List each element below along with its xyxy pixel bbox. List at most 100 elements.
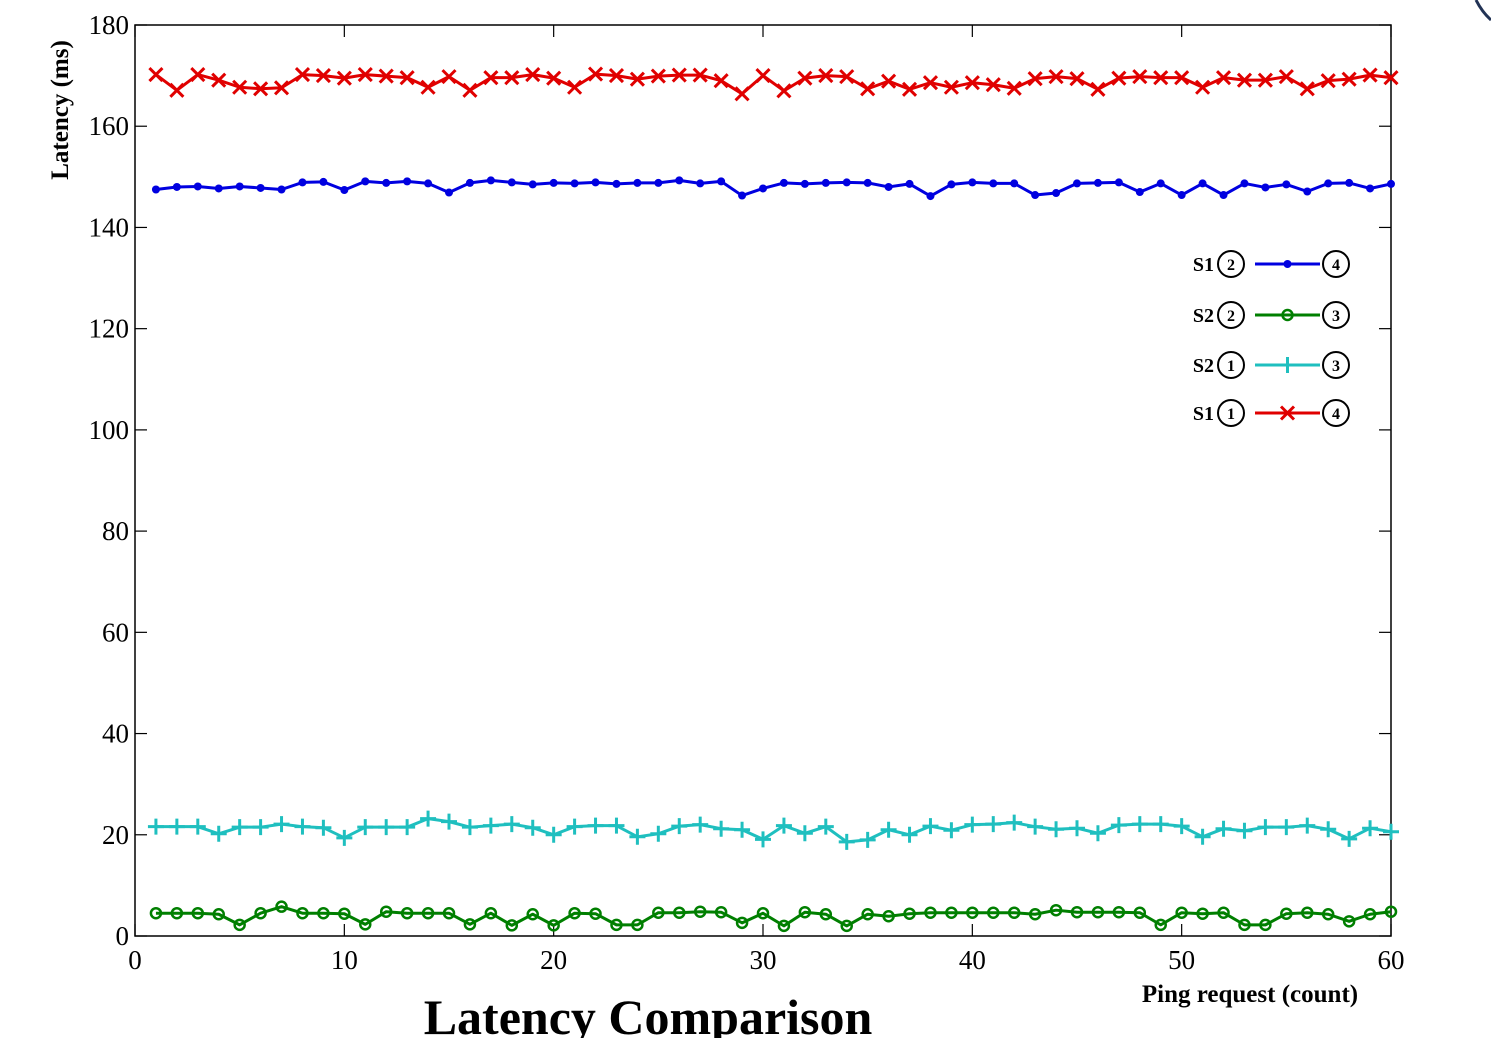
data-point: [1383, 70, 1399, 86]
data-point: [1112, 905, 1126, 919]
data-point: [671, 818, 688, 835]
data-point: [1027, 71, 1043, 87]
data-point: [1219, 191, 1228, 200]
data-point: [860, 81, 876, 97]
series-line: [155, 817, 1392, 844]
series-4: [148, 66, 1399, 102]
data-point: [214, 184, 223, 193]
data-point: [235, 182, 244, 191]
data-point: [966, 906, 979, 919]
data-point: [359, 918, 372, 931]
x-tick-label: 60: [1378, 945, 1405, 975]
y-tick-label: 40: [102, 719, 129, 749]
data-point: [964, 816, 981, 833]
data-point: [842, 178, 851, 187]
legend-switch-label: S1: [1193, 403, 1214, 425]
data-point: [545, 826, 562, 843]
data-point: [1049, 903, 1063, 917]
data-point: [357, 67, 373, 83]
data-point: [1215, 820, 1232, 837]
data-point: [1261, 183, 1270, 192]
data-point: [382, 178, 391, 187]
data-point: [675, 176, 684, 185]
axis-ticks: 0 10 20 30 40 50 60 0 20 40 60 80 100 120 140 160 180: [89, 10, 1405, 975]
data-point: [654, 178, 663, 187]
data-point: [549, 178, 558, 187]
data-point: [755, 68, 771, 84]
legend: S1 2 4 S2 2 3 S2 1 3 S1 1 4: [1193, 250, 1350, 427]
data-point: [1366, 184, 1375, 193]
data-point: [964, 75, 980, 91]
data-point: [253, 81, 269, 97]
legend-item: S1 2 4: [1193, 250, 1350, 278]
data-point: [357, 819, 374, 836]
legend-switch-label: S1: [1193, 254, 1214, 276]
data-point: [989, 179, 998, 188]
y-tick-label: 100: [89, 415, 130, 445]
legend-port-circle: [1322, 301, 1350, 329]
legend-port-circle: [1217, 399, 1245, 427]
data-point: [1052, 189, 1061, 198]
data-point: [275, 900, 288, 913]
data-point: [189, 818, 206, 835]
legend-port-to: 4: [1332, 257, 1340, 274]
data-point: [1321, 907, 1335, 921]
data-point: [1345, 178, 1354, 187]
data-point: [1152, 816, 1169, 833]
data-point: [608, 817, 625, 834]
series-3: [147, 810, 1399, 850]
data-point: [294, 67, 311, 83]
data-point: [525, 67, 541, 83]
data-point: [507, 178, 516, 187]
data-point: [817, 818, 834, 835]
x-tick-label: 10: [331, 945, 358, 975]
data-point: [403, 177, 412, 186]
data-point: [673, 906, 686, 919]
data-point: [1006, 814, 1023, 831]
data-point: [947, 180, 956, 189]
x-tick-label: 30: [750, 945, 777, 975]
data-point: [148, 67, 164, 83]
data-point: [1217, 906, 1230, 919]
data-point: [1303, 187, 1312, 196]
data-point: [277, 185, 286, 194]
data-point: [1089, 825, 1106, 842]
data-point: [505, 919, 519, 932]
data-point: [503, 816, 520, 833]
data-point: [233, 918, 246, 932]
data-point: [315, 819, 332, 836]
legend-port-from: 1: [1227, 406, 1235, 423]
x-tick-label: 0: [128, 945, 142, 975]
data-point: [1156, 179, 1165, 188]
series-2: [149, 900, 1398, 933]
x-tick-label: 50: [1168, 945, 1195, 975]
data-point: [884, 182, 893, 191]
data-point: [943, 822, 960, 839]
data-point: [631, 918, 644, 932]
data-point: [840, 919, 853, 933]
data-point: [1384, 905, 1398, 918]
data-point: [1010, 179, 1019, 188]
data-point: [1090, 81, 1106, 97]
data-point: [441, 813, 457, 830]
data-point: [211, 72, 227, 88]
data-point: [298, 178, 307, 187]
data-point: [567, 79, 583, 95]
data-point: [713, 73, 729, 89]
x-axis-label: Ping request (count): [1142, 981, 1358, 1008]
corner-decoration: [1474, 0, 1491, 22]
series-layer: [147, 66, 1399, 933]
data-point: [190, 67, 206, 83]
legend-item: S2 1 3: [1193, 351, 1350, 379]
data-point: [818, 68, 834, 84]
data-point: [461, 819, 478, 836]
data-point: [1073, 179, 1081, 188]
data-point: [1174, 70, 1190, 86]
data-point: [340, 185, 349, 194]
data-point: [1154, 918, 1167, 932]
data-point: [1173, 818, 1190, 835]
data-point: [775, 817, 792, 834]
data-point: [1299, 817, 1316, 834]
data-point: [1069, 820, 1085, 837]
